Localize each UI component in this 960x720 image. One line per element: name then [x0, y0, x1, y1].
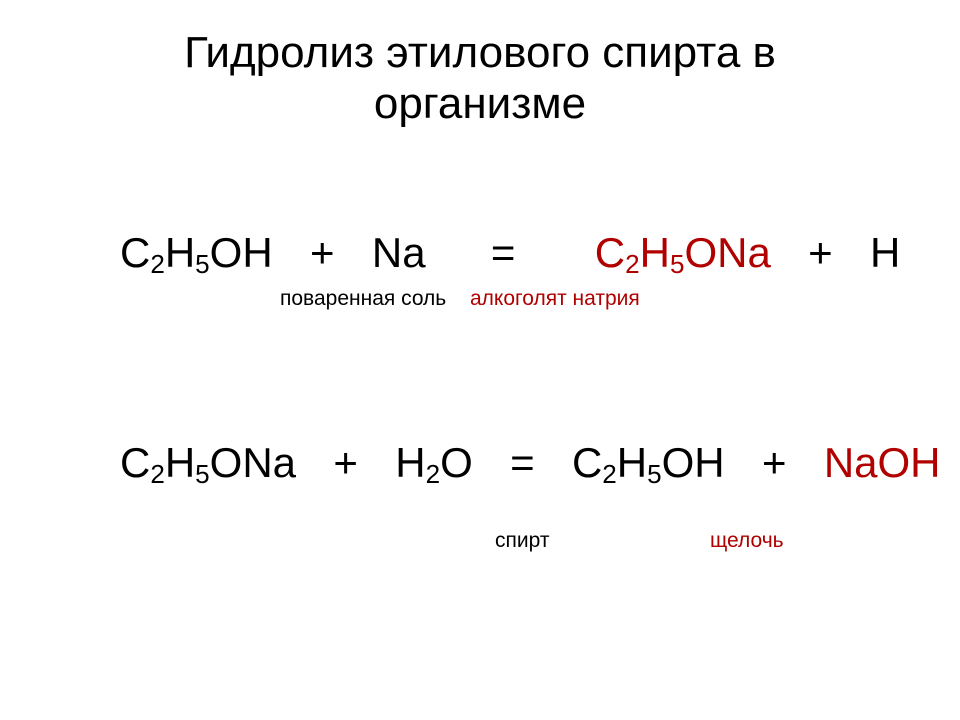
eq1-label-alkoxide: алкоголят натрия: [470, 287, 640, 310]
eq2-rhs-ethanol: С2Н5ОН: [572, 439, 725, 486]
title-line-2: организме: [374, 79, 586, 128]
eq1-plus: +: [310, 229, 335, 276]
equation-2: С2Н5ОNa + Н2О = С2Н5ОН + NaOH спирт щело…: [0, 440, 960, 561]
eq1-lhs-na: Na: [372, 229, 426, 276]
title-line-1: Гидролиз этилового спирта в: [184, 28, 776, 77]
eq2-plus-2: +: [762, 439, 787, 486]
eq1-label-salt: поваренная соль: [280, 287, 446, 310]
eq2-equals: =: [510, 439, 535, 486]
equation-1-formula: С2Н5ОН + Na = С2Н5ОNa + Н: [0, 230, 960, 279]
eq2-lhs-water: Н2О: [395, 439, 473, 486]
eq1-plus-2: +: [808, 229, 833, 276]
eq1-lhs-ethanol: С2Н5ОН: [120, 229, 273, 276]
eq2-plus: +: [333, 439, 358, 486]
equation-1-labels: поваренная соль алкоголят натрия: [0, 287, 960, 319]
eq2-label-alkali: щелочь: [710, 529, 784, 552]
eq2-label-alcohol: спирт: [495, 529, 549, 552]
equation-2-labels: спирт щелочь: [0, 529, 960, 561]
eq1-equals: =: [491, 229, 516, 276]
eq2-rhs-naoh: NaOH: [824, 439, 941, 486]
equation-2-formula: С2Н5ОNa + Н2О = С2Н5ОН + NaOH: [0, 440, 960, 489]
eq1-rhs-h: Н: [870, 229, 900, 276]
slide-title: Гидролиз этилового спирта в организме: [0, 28, 960, 129]
equation-1: С2Н5ОН + Na = С2Н5ОNa + Н поваренная сол…: [0, 230, 960, 319]
eq2-lhs-alkoxide: С2Н5ОNa: [120, 439, 296, 486]
slide: Гидролиз этилового спирта в организме С2…: [0, 0, 960, 720]
eq1-rhs-alkoxide: С2Н5ОNa: [595, 229, 771, 276]
